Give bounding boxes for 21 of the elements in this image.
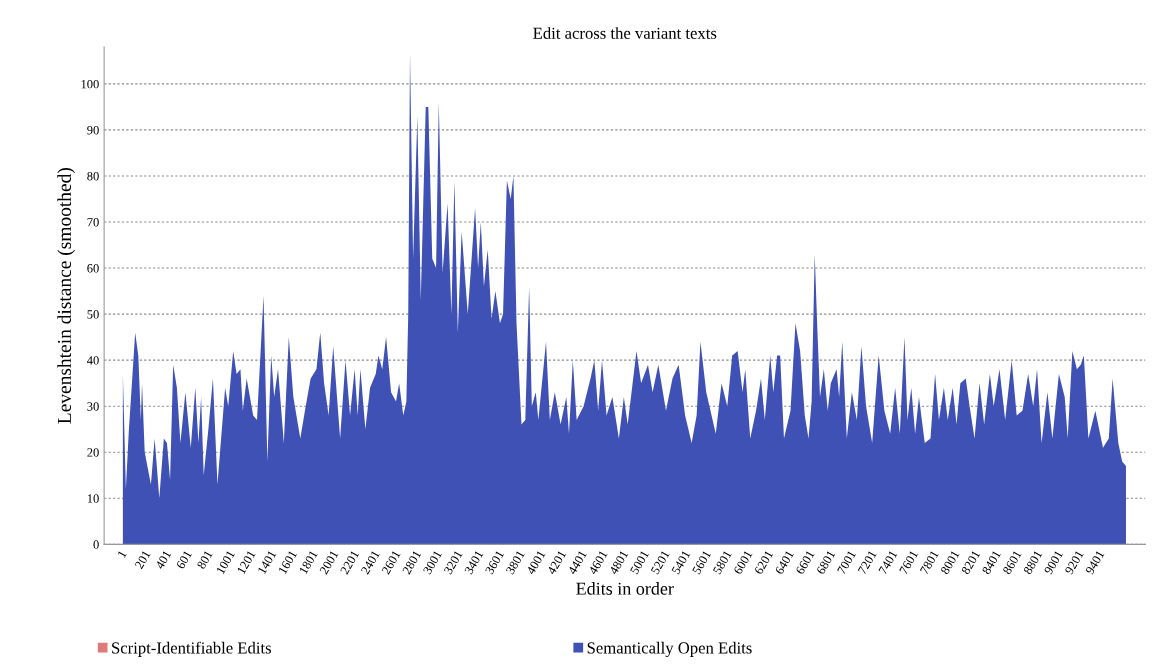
y-tick-label: 60	[87, 264, 99, 273]
x-tick-label: 1	[117, 550, 127, 558]
x-tick-label: 801	[196, 550, 213, 570]
legend-label: Semantically Open Edits	[587, 641, 752, 657]
y-tick-label: 70	[87, 218, 99, 227]
x-tick-label: 201	[134, 550, 151, 570]
y-tick-label: 30	[87, 402, 99, 411]
legend-label: Script-Identifiable Edits	[112, 641, 271, 657]
chart-title: Edit across the variant texts	[533, 27, 717, 39]
y-tick-label: 90	[87, 125, 99, 135]
y-tick-label: 80	[87, 171, 99, 181]
y-tick-label: 10	[87, 494, 99, 503]
y-tick-label: 50	[87, 310, 99, 319]
y-tick-label: 40	[87, 356, 99, 365]
x-tick-label: 601	[175, 550, 192, 570]
y-tick-label: 20	[87, 448, 99, 457]
x-axis-title: Edits in order	[576, 582, 674, 595]
y-tick-label: 100	[81, 79, 99, 89]
x-tick-label: 401	[155, 550, 172, 570]
y-tick-label: 0	[93, 540, 99, 549]
y-axis-title: Levenshtein distance (smoothed)	[57, 168, 75, 424]
